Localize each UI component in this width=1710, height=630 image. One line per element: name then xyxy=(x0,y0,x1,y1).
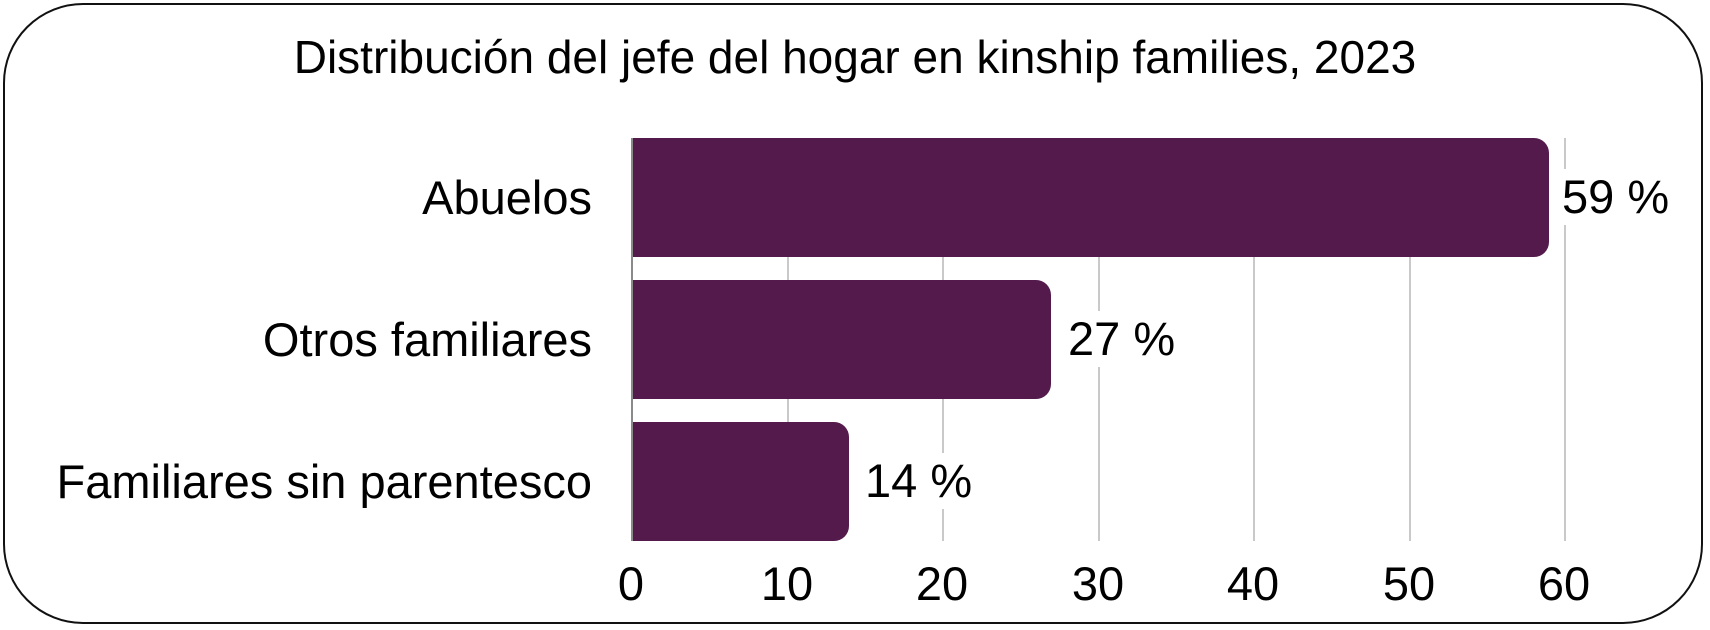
bar-abuelos[interactable] xyxy=(631,138,1549,257)
chart-frame xyxy=(3,3,1703,624)
x-tick-20: 20 xyxy=(915,557,969,610)
x-tick-60: 60 xyxy=(1537,557,1591,610)
value-label-familiares-sin-parentesco: 14 % xyxy=(865,453,977,509)
gridline-40 xyxy=(1253,138,1255,541)
category-label-familiares-sin-parentesco: Familiares sin parentesco xyxy=(56,455,593,508)
gridline-50 xyxy=(1409,138,1411,541)
x-tick-10: 10 xyxy=(760,557,814,610)
x-tick-0: 0 xyxy=(617,557,645,610)
category-label-abuelos: Abuelos xyxy=(422,171,592,224)
bar-familiares-sin-parentesco[interactable] xyxy=(631,422,849,541)
gridline-60 xyxy=(1564,138,1566,541)
x-tick-30: 30 xyxy=(1071,557,1125,610)
value-label-abuelos: 59 % xyxy=(1562,169,1674,225)
bar-otros-familiares[interactable] xyxy=(631,280,1051,399)
category-label-otros-familiares: Otros familiares xyxy=(262,313,592,366)
chart-title: Distribución del jefe del hogar en kinsh… xyxy=(293,31,1417,83)
value-label-otros-familiares: 27 % xyxy=(1068,311,1180,367)
x-tick-50: 50 xyxy=(1382,557,1436,610)
x-tick-40: 40 xyxy=(1226,557,1280,610)
y-axis-line xyxy=(631,138,633,541)
